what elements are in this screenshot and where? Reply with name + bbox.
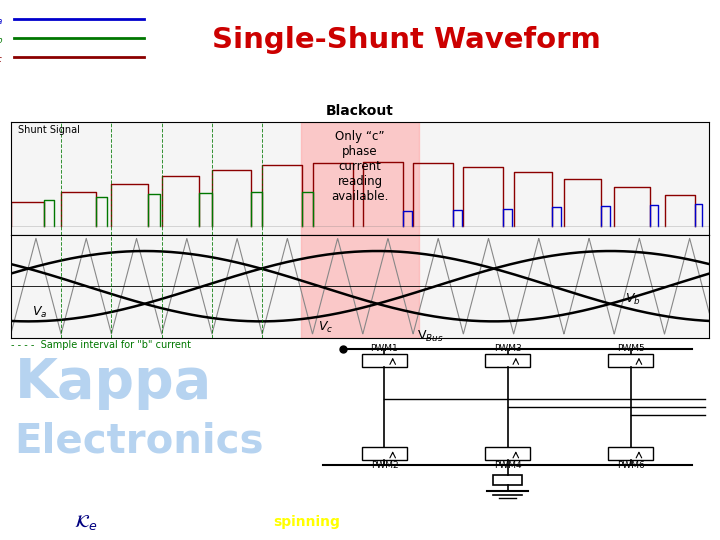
Text: PWM1: PWM1 xyxy=(371,344,398,353)
Text: $V_a$: $V_a$ xyxy=(32,305,47,320)
Bar xyxy=(301,122,419,235)
Text: .: . xyxy=(374,516,379,529)
Text: Single-Shunt Waveform: Single-Shunt Waveform xyxy=(212,26,601,55)
Text: - - - -  Sample interval for "b" current: - - - - Sample interval for "b" current xyxy=(11,340,191,350)
Bar xyxy=(493,475,522,485)
Text: Kappa: Kappa xyxy=(14,356,212,410)
Bar xyxy=(362,354,407,367)
Text: Dave Wilson: Dave Wilson xyxy=(624,516,701,529)
Text: PWM2: PWM2 xyxy=(371,461,398,470)
Text: PWM4: PWM4 xyxy=(494,461,521,470)
Text: $V_b$: $V_b$ xyxy=(626,292,641,307)
Text: $-i_c$: $-i_c$ xyxy=(0,49,4,65)
Text: Shunt Signal: Shunt Signal xyxy=(18,125,80,135)
Text: PWM5: PWM5 xyxy=(617,344,644,353)
Text: V$_{Bus}$: V$_{Bus}$ xyxy=(418,328,444,343)
Text: Only “c”
phase
current
reading
available.: Only “c” phase current reading available… xyxy=(331,130,389,204)
Bar xyxy=(608,354,653,367)
Bar xyxy=(362,447,407,461)
Bar xyxy=(301,235,419,338)
Bar xyxy=(485,354,530,367)
Bar xyxy=(485,447,530,461)
Text: $V_c$: $V_c$ xyxy=(318,320,333,335)
Text: $i_a$: $i_a$ xyxy=(0,11,4,27)
Text: PWM6: PWM6 xyxy=(617,461,644,470)
Text: Blackout: Blackout xyxy=(326,104,394,118)
Bar xyxy=(608,447,653,461)
Text: spinning: spinning xyxy=(274,516,341,529)
Text: PWM3: PWM3 xyxy=(494,344,521,353)
Text: $\mathcal{K}_e$: $\mathcal{K}_e$ xyxy=(74,513,99,532)
Text: Keeping your motors: Keeping your motors xyxy=(125,516,274,529)
Text: Electronics: Electronics xyxy=(14,421,264,461)
Text: $i_b$: $i_b$ xyxy=(0,30,4,46)
